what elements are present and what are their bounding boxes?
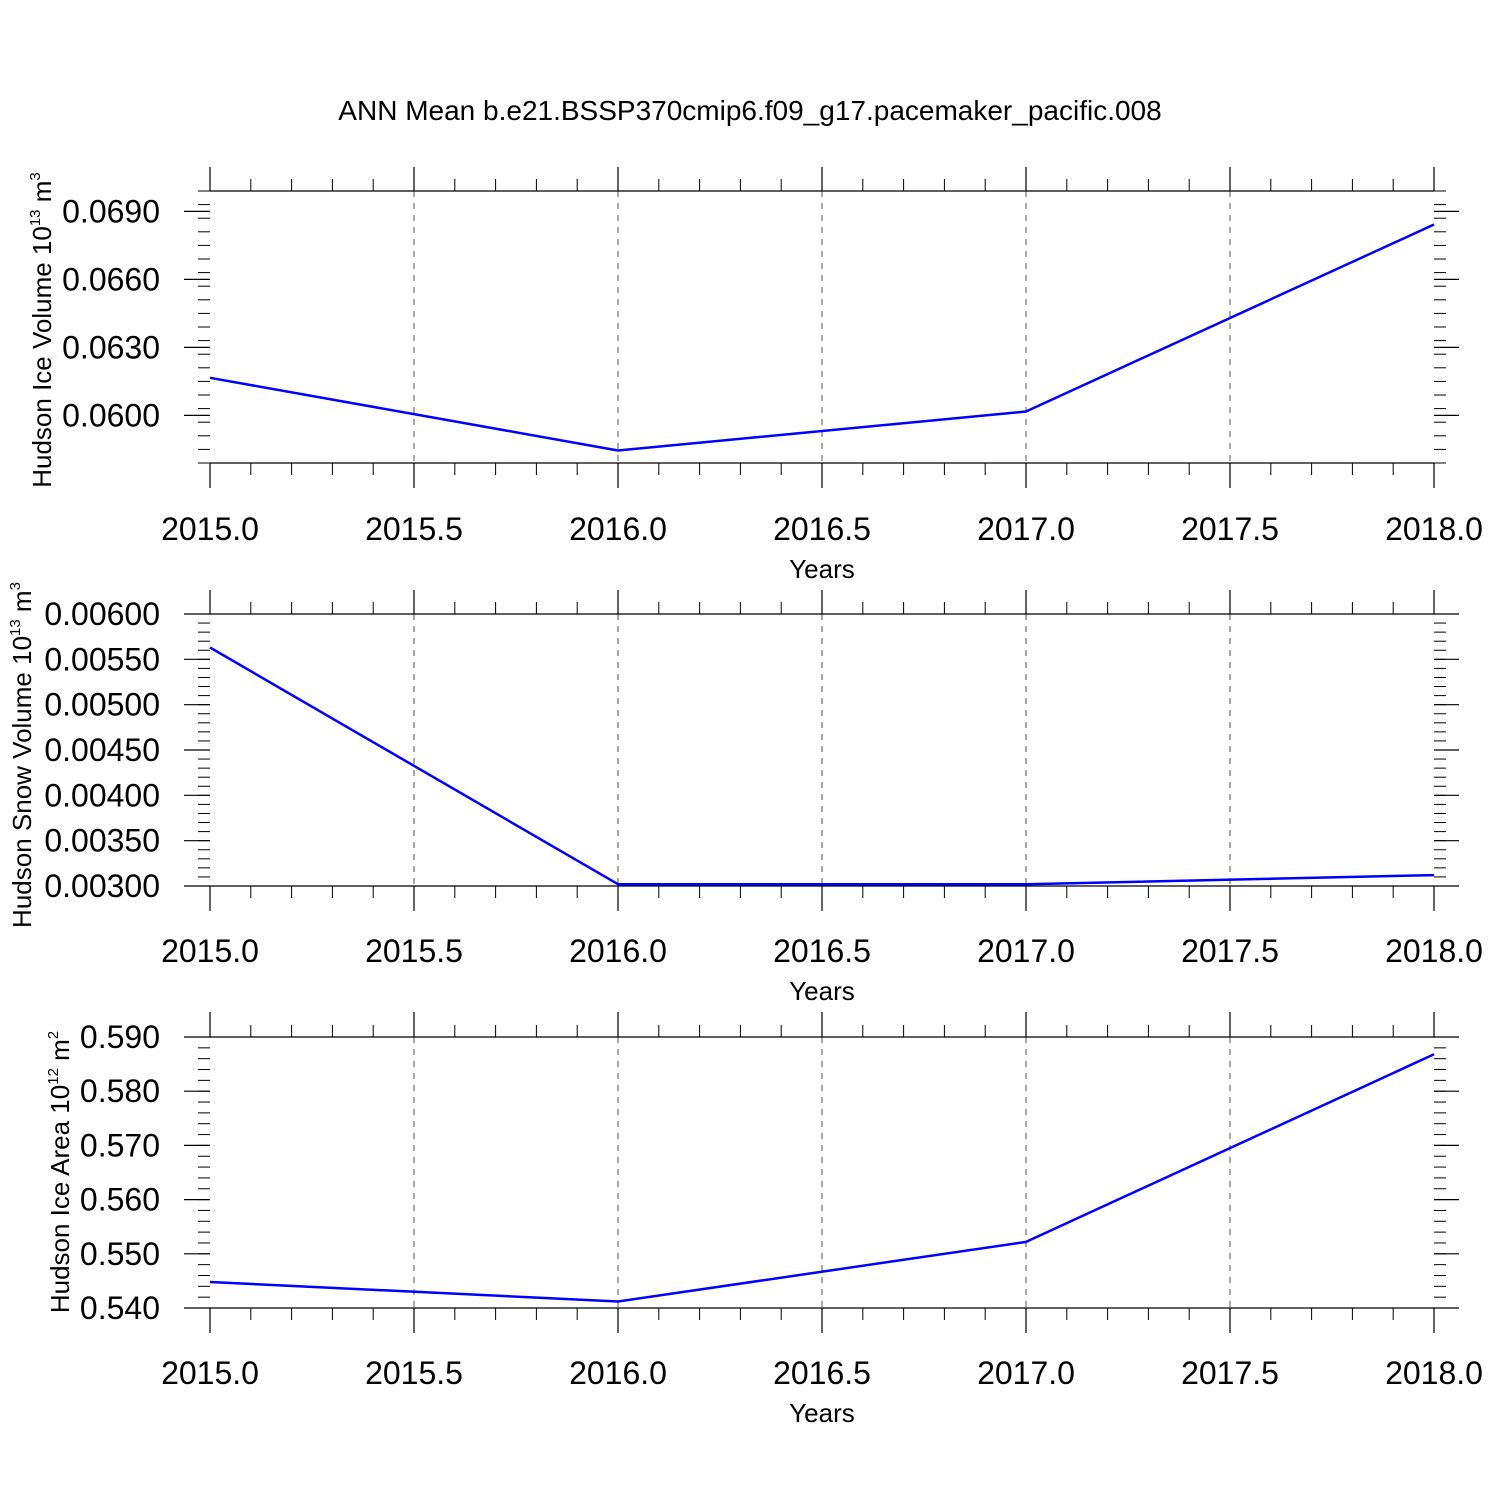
- y-tick-label: 0.560: [80, 1182, 160, 1218]
- x-tick-label: 2016.5: [773, 511, 871, 547]
- y-tick-label: 0.00550: [44, 641, 160, 677]
- x-tick-label: 2015.0: [161, 511, 259, 547]
- x-tick-label: 2015.0: [161, 1355, 259, 1391]
- figure-title: ANN Mean b.e21.BSSP370cmip6.f09_g17.pace…: [338, 95, 1161, 126]
- x-tick-label: 2015.5: [365, 1355, 463, 1391]
- y-tick-label: 0.550: [80, 1236, 160, 1272]
- x-tick-label: 2016.0: [569, 511, 667, 547]
- y-tick-label: 0.540: [80, 1290, 160, 1326]
- x-tick-label: 2015.5: [365, 511, 463, 547]
- x-tick-label: 2018.0: [1385, 511, 1483, 547]
- series-line: [209, 646, 1435, 886]
- x-axis-title: Years: [789, 554, 855, 584]
- series-line: [209, 1053, 1435, 1303]
- series-line: [209, 223, 1435, 452]
- y-tick-label: 0.00300: [44, 868, 160, 904]
- y-tick-label: 0.570: [80, 1127, 160, 1163]
- y-axis-title-main: Hudson Snow Volume 10: [7, 636, 37, 928]
- y-axis-title: Hudson Ice Area 1012 m2: [45, 1031, 75, 1313]
- x-tick-label: 2017.0: [977, 933, 1075, 969]
- x-tick-label: 2016.0: [569, 1355, 667, 1391]
- x-axis-title: Years: [789, 1398, 855, 1428]
- y-axis-title-exponent: 12: [45, 1068, 62, 1085]
- y-tick-label: 0.0630: [62, 329, 160, 365]
- x-tick-label: 2016.5: [773, 1355, 871, 1391]
- x-tick-label: 2015.5: [365, 933, 463, 969]
- y-tick-label: 0.580: [80, 1073, 160, 1109]
- y-tick-label: 0.00350: [44, 823, 160, 859]
- x-tick-label: 2017.5: [1181, 1355, 1279, 1391]
- chart-panel-2: 0.00300 0.00350 0.00400 0.00450 0.00500 0.005…: [7, 582, 1483, 1006]
- chart-panel-1: 0.0600 0.0630 0.0660 0.0690 2015.0 2015.5 2016…: [27, 167, 1483, 584]
- x-tick-label: 2016.0: [569, 933, 667, 969]
- y-axis-title: Hudson Snow Volume 1013 m3: [7, 582, 37, 928]
- y-tick-label: 0.0660: [62, 261, 160, 297]
- y-axis-title-main: Hudson Ice Area 10: [45, 1085, 75, 1313]
- x-axis-title: Years: [789, 976, 855, 1006]
- y-tick-label: 0.590: [80, 1019, 160, 1055]
- y-axis-title-unit: m: [27, 181, 57, 210]
- panels: 0.0600 0.0630 0.0660 0.0690 2015.0 2015.5 2016…: [7, 167, 1483, 1428]
- chart-panel-3: 0.540 0.550 0.560 0.570 0.580 0.590 2015.0 2015…: [45, 1012, 1483, 1428]
- y-axis-title-unit: m: [45, 1039, 75, 1068]
- y-axis-title-unit-exponent: 3: [7, 582, 24, 590]
- y-axis-title-unit: m: [7, 590, 37, 619]
- y-axis-title-main: Hudson Ice Volume 10: [27, 226, 57, 488]
- y-axis-title-exponent: 13: [27, 209, 44, 226]
- y-tick-label: 0.00450: [44, 732, 160, 768]
- y-axis-title-exponent: 13: [7, 619, 24, 636]
- x-tick-label: 2015.0: [161, 933, 259, 969]
- y-axis-title-unit-exponent: 2: [45, 1031, 62, 1039]
- x-tick-label: 2016.5: [773, 933, 871, 969]
- y-tick-label: 0.0600: [62, 397, 160, 433]
- y-tick-label: 0.00500: [44, 687, 160, 723]
- x-tick-label: 2018.0: [1385, 1355, 1483, 1391]
- y-axis-title-unit-exponent: 3: [27, 172, 44, 180]
- y-tick-label: 0.00400: [44, 777, 160, 813]
- x-tick-label: 2017.5: [1181, 511, 1279, 547]
- x-tick-label: 2017.0: [977, 511, 1075, 547]
- x-tick-label: 2017.0: [977, 1355, 1075, 1391]
- y-axis-title: Hudson Ice Volume 1013 m3: [27, 172, 57, 488]
- x-tick-label: 2017.5: [1181, 933, 1279, 969]
- x-tick-label: 2018.0: [1385, 933, 1483, 969]
- y-tick-label: 0.00600: [44, 596, 160, 632]
- y-tick-label: 0.0690: [62, 193, 160, 229]
